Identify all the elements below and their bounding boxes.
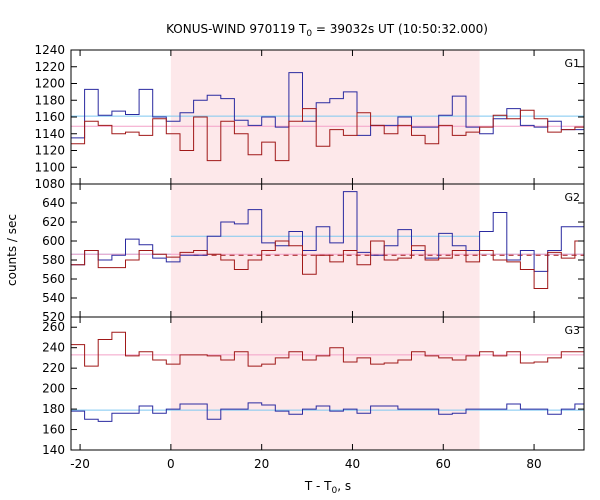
x-axis-label-main: T - T — [304, 479, 332, 493]
y-tick-label: 1100 — [34, 160, 65, 174]
chart-title: KONUS-WIND 970119 T0 = 39032s UT (10:50:… — [166, 22, 488, 39]
y-tick-label: 1080 — [34, 177, 65, 191]
chart-title-main: KONUS-WIND 970119 T — [166, 22, 307, 36]
y-tick-label: 1240 — [34, 43, 65, 57]
y-tick-label: 1200 — [34, 77, 65, 91]
y-tick-label: 140 — [42, 443, 65, 457]
x-axis-label-rest: , s — [337, 479, 351, 493]
y-tick-label: 260 — [42, 320, 65, 334]
series-blue-line — [71, 402, 584, 422]
panel-g1: 1080 1100 1120 1140 1160 1180 1200 1220 1240 G1 — [34, 43, 585, 191]
panel-label-g1: G1 — [564, 57, 580, 70]
x-tick-label: 80 — [526, 457, 541, 471]
panel-label-g3: G3 — [564, 324, 580, 337]
highlight-interval — [170, 184, 480, 317]
series-red-line — [71, 108, 584, 162]
y-tick-label: 620 — [42, 215, 65, 229]
y-tick-label: 580 — [42, 253, 65, 267]
series-red-line — [71, 240, 584, 289]
y-tick-label: 1120 — [34, 144, 65, 158]
panel-label-g2: G2 — [564, 191, 580, 204]
y-tick-label: 1220 — [34, 60, 65, 74]
chart-panels: 1080 1100 1120 1140 1160 1180 1200 1220 1240 G1 52… — [34, 43, 585, 471]
series-red-line — [71, 331, 584, 367]
x-tick-label: 40 — [345, 457, 360, 471]
y-tick-label: 1160 — [34, 110, 65, 124]
y-tick-label: 600 — [42, 234, 65, 248]
x-tick-label: -20 — [70, 457, 90, 471]
chart-title-rest: = 39032s UT (10:50:32.000) — [312, 22, 488, 36]
x-tick-label: 20 — [254, 457, 269, 471]
panel-g3: 140 160 180 200 220 240 260 G3 — [42, 316, 585, 457]
series-blue-line — [71, 191, 584, 272]
x-axis-label-subscript: 0 — [332, 486, 338, 496]
y-tick-label: 220 — [42, 361, 65, 375]
y-tick-label: 200 — [42, 382, 65, 396]
y-tick-label: 540 — [42, 291, 65, 305]
x-tick-label: 60 — [436, 457, 451, 471]
panel-frame — [70, 316, 585, 451]
y-axis-label: counts / sec — [5, 214, 19, 286]
chart-title-subscript: 0 — [306, 29, 312, 39]
y-tick-label: 1140 — [34, 127, 65, 141]
y-tick-label: 160 — [42, 423, 65, 437]
panel-g2: 520 540 560 580 600 620 640 G2 — [42, 183, 585, 324]
y-tick-label: 640 — [42, 196, 65, 210]
y-tick-label: 520 — [42, 310, 65, 324]
y-tick-label: 560 — [42, 272, 65, 286]
y-tick-label: 240 — [42, 341, 65, 355]
highlight-interval — [170, 317, 480, 450]
x-axis-label: T - T0, s — [304, 479, 351, 496]
y-tick-label: 1180 — [34, 93, 65, 107]
y-tick-label: 180 — [42, 402, 65, 416]
x-tick-label: 0 — [167, 457, 175, 471]
highlight-interval — [170, 50, 480, 184]
